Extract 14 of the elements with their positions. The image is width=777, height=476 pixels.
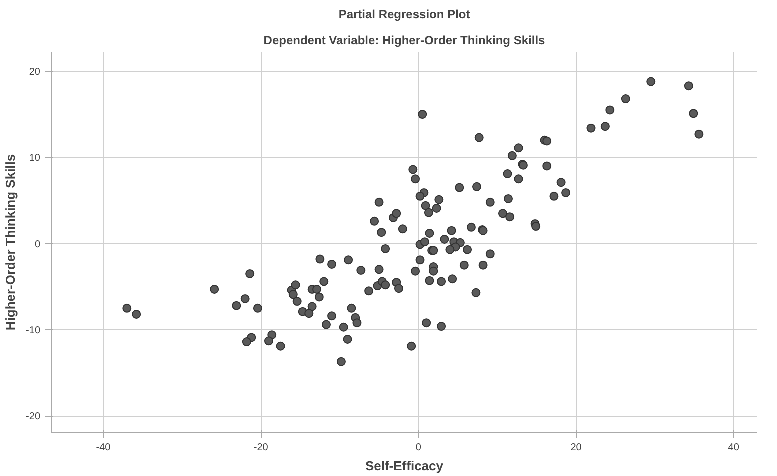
chart-title: Partial Regression Plot [338,8,470,22]
x-tick-label: 0 [416,442,422,454]
y-tick-label: 20 [29,66,41,78]
y-tick-label: -20 [26,412,41,423]
y-tick-label: 0 [34,239,41,250]
x-tick-label: -40 [96,442,112,454]
chart-subtitle: Dependent Variable: Higher-Order Thinking Skills [264,34,546,48]
x-tick-label: 40 [728,442,740,454]
x-axis-title: Self-Efficacy [365,458,444,474]
x-tick-label: -20 [254,442,269,454]
x-tick-label: 20 [570,442,582,454]
y-tick-label: 10 [29,153,41,164]
y-axis-title: Higher-Order Thinking Skills [3,154,18,331]
y-tick-label: -10 [26,325,41,336]
